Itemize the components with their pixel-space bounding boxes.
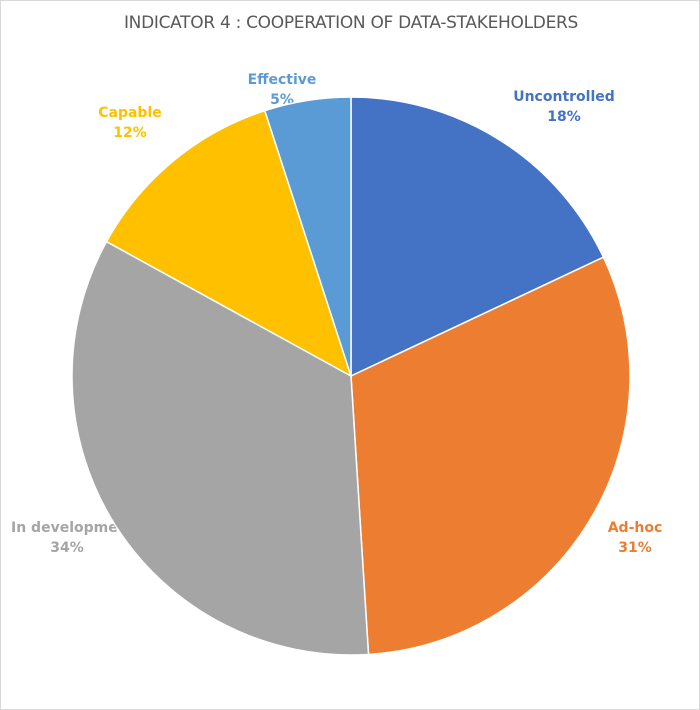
pie-slice-capable	[105, 109, 353, 378]
data-label-value: 34%	[50, 540, 84, 556]
data-label-value: 12%	[113, 125, 147, 141]
data-label-value: 18%	[547, 109, 581, 125]
chart-title: INDICATOR 4 : COOPERATION OF DATA-STAKEH…	[123, 13, 579, 33]
data-label-category: In development	[11, 520, 135, 536]
pie-slice-uncontrolled	[350, 96, 605, 378]
data-label-category: Uncontrolled	[513, 89, 615, 105]
data-label-category: Capable	[98, 105, 162, 121]
data-label-category: Ad-hoc	[608, 520, 663, 536]
pie-slice-ad-hoc	[350, 256, 631, 656]
pie-slice-effective	[263, 96, 352, 377]
data-label-value: 31%	[618, 540, 652, 556]
data-label-category: Effective	[248, 72, 317, 88]
